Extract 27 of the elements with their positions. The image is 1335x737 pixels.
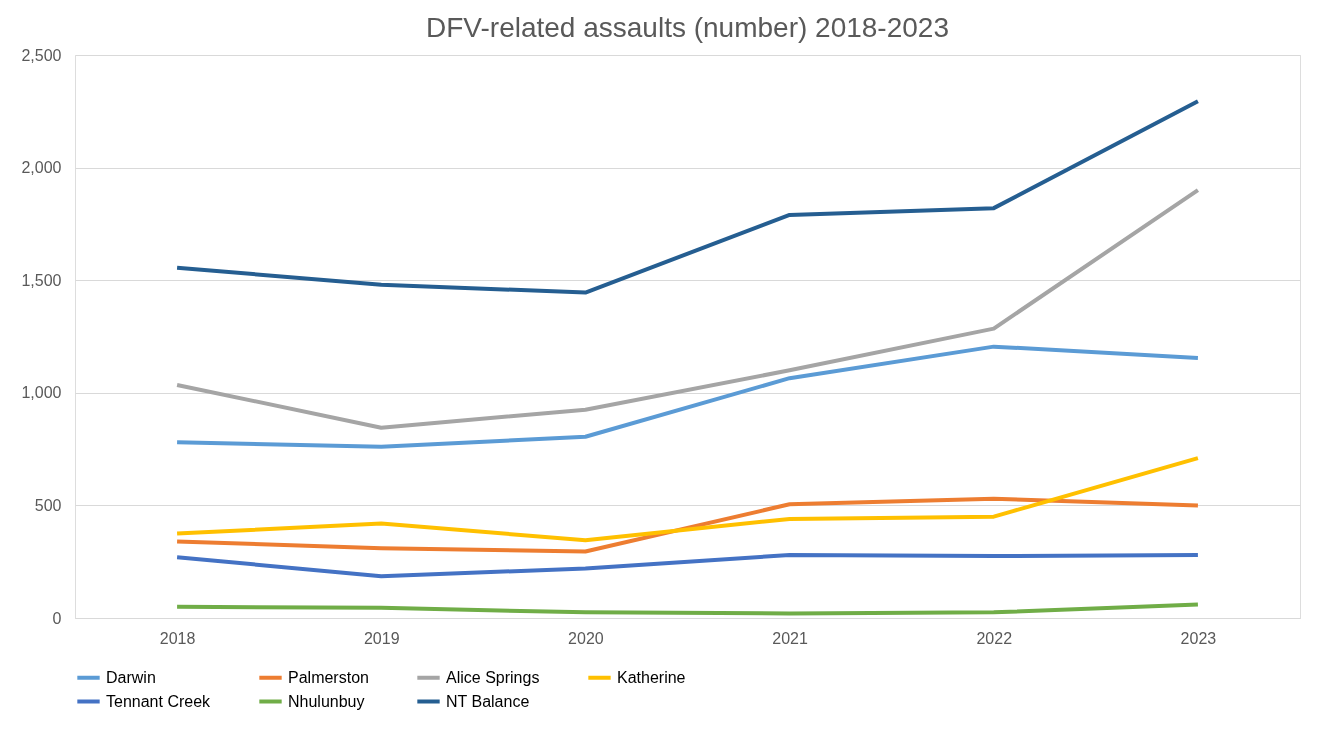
legend-label: Palmerston <box>288 668 369 686</box>
legend-label: Nhulunbuy <box>288 692 365 710</box>
x-tick-label: 2021 <box>772 629 808 647</box>
y-tick-label: 500 <box>34 496 62 514</box>
legend-label: NT Balance <box>446 692 530 710</box>
chart-title: DFV-related assaults (number) 2018-2023 <box>426 12 949 43</box>
x-tick-label: 2022 <box>976 629 1013 647</box>
line-series <box>175 99 1200 295</box>
legend-label: Tennant Creek <box>106 692 212 710</box>
line-series <box>175 188 1200 430</box>
x-tick-label: 2018 <box>159 629 196 647</box>
x-tick-label: 2020 <box>568 629 604 647</box>
line-series <box>175 496 1200 554</box>
legend-label: Darwin <box>106 668 156 686</box>
line-series <box>175 344 1200 449</box>
legend-label: Katherine <box>617 668 686 686</box>
y-tick-label: 1,500 <box>21 271 62 289</box>
y-tick-label: 0 <box>52 609 62 627</box>
x-tick-label: 2019 <box>363 629 400 647</box>
line-series <box>175 602 1200 616</box>
line-series <box>175 456 1200 543</box>
y-tick-label: 2,000 <box>21 159 62 177</box>
y-tick-label: 2,500 <box>21 46 62 64</box>
line-series <box>175 552 1200 579</box>
legend-label: Alice Springs <box>446 668 540 686</box>
x-tick-label: 2023 <box>1180 629 1217 647</box>
y-tick-label: 1,000 <box>21 384 62 402</box>
